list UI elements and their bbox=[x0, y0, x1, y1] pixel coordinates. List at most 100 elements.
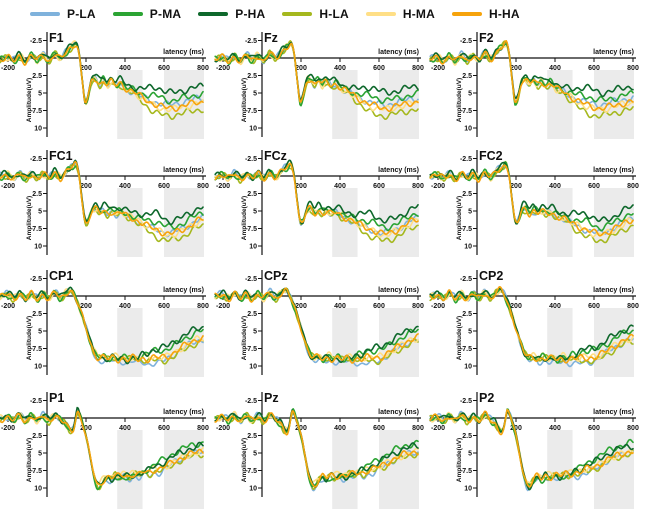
x-tick-label: 200 bbox=[80, 183, 92, 190]
legend-line-swatch bbox=[112, 12, 143, 16]
y-tick-label: 10 bbox=[249, 126, 257, 133]
y-tick-label: 5 bbox=[38, 451, 42, 458]
y-tick-label: 7.5 bbox=[32, 226, 42, 233]
x-tick-label: 800 bbox=[197, 65, 209, 72]
x-axis-label: latency (ms) bbox=[593, 287, 634, 294]
x-tick-label: 800 bbox=[197, 303, 209, 310]
x-tick-label: -200 bbox=[431, 183, 445, 190]
y-tick-label: 7.5 bbox=[32, 108, 42, 115]
x-tick-label: -200 bbox=[216, 183, 230, 190]
x-tick-label: 600 bbox=[158, 65, 170, 72]
significance-window bbox=[117, 70, 143, 139]
legend-label: P-HA bbox=[235, 7, 266, 21]
x-tick-label: 400 bbox=[549, 303, 561, 310]
x-tick-label: 200 bbox=[510, 425, 522, 432]
panel-title: Fz bbox=[264, 31, 278, 45]
y-tick-label: 5 bbox=[38, 209, 42, 216]
y-tick-label: 2.5 bbox=[247, 191, 257, 198]
y-tick-label: 7.5 bbox=[462, 108, 472, 115]
x-tick-label: -200 bbox=[431, 65, 445, 72]
significance-window bbox=[332, 308, 358, 377]
waveform-h-ha bbox=[0, 289, 204, 364]
legend-item-p-ma: P-MA bbox=[112, 7, 182, 21]
legend-line-swatch bbox=[282, 12, 313, 16]
legend-label: H-LA bbox=[319, 7, 349, 21]
x-tick-label: 200 bbox=[295, 65, 307, 72]
x-axis-label: latency (ms) bbox=[163, 167, 204, 174]
x-axis-label: latency (ms) bbox=[163, 287, 204, 294]
y-tick-label: -2.5 bbox=[30, 398, 42, 405]
x-tick-label: 200 bbox=[80, 65, 92, 72]
legend-line-swatch bbox=[452, 12, 482, 16]
y-tick-label: 10 bbox=[464, 364, 472, 371]
y-tick-label: 2.5 bbox=[247, 433, 257, 440]
x-tick-label: -200 bbox=[431, 303, 445, 310]
y-tick-label: 2.5 bbox=[462, 191, 472, 198]
significance-window bbox=[594, 70, 634, 139]
x-axis-label: latency (ms) bbox=[378, 287, 419, 294]
erp-panel-fz: -200 200 400 600 800 -2.5 2.5 5 7.5 10 latency (ms… bbox=[214, 31, 424, 139]
x-axis-label: latency (ms) bbox=[378, 167, 419, 174]
panel-title: CP2 bbox=[479, 269, 503, 283]
x-tick-label: 200 bbox=[295, 183, 307, 190]
x-tick-label: 400 bbox=[334, 183, 346, 190]
y-tick-label: 10 bbox=[249, 486, 257, 493]
y-tick-label: 10 bbox=[464, 486, 472, 493]
x-axis-label: latency (ms) bbox=[378, 409, 419, 416]
x-axis-label: latency (ms) bbox=[593, 409, 634, 416]
x-tick-label: 800 bbox=[412, 303, 424, 310]
panel-title: FCz bbox=[264, 149, 287, 163]
panel-title: Pz bbox=[264, 391, 279, 405]
x-tick-label: 600 bbox=[373, 425, 385, 432]
y-tick-label: -2.5 bbox=[30, 156, 42, 163]
erp-panel-fc1: -200 200 400 600 800 -2.5 2.5 5 7.5 10 latency (ms… bbox=[0, 149, 209, 257]
legend-item-p-ha: P-HA bbox=[198, 7, 265, 21]
y-axis-label: Amplitude(uV) bbox=[26, 316, 33, 360]
panel-title: P2 bbox=[479, 391, 494, 405]
x-tick-label: 200 bbox=[295, 303, 307, 310]
x-tick-label: -200 bbox=[1, 65, 15, 72]
y-tick-label: 10 bbox=[249, 364, 257, 371]
x-tick-label: 200 bbox=[510, 183, 522, 190]
erp-panel-cp2: -200 200 400 600 800 -2.5 2.5 5 7.5 10 latency (ms… bbox=[429, 269, 639, 377]
x-tick-label: 600 bbox=[588, 65, 600, 72]
legend-label: P-MA bbox=[149, 7, 182, 21]
x-tick-label: -200 bbox=[1, 183, 15, 190]
y-tick-label: -2.5 bbox=[245, 398, 257, 405]
waveform-p-ha bbox=[214, 287, 419, 364]
waveform-p-ha bbox=[0, 159, 204, 226]
y-tick-label: -2.5 bbox=[30, 276, 42, 283]
waveform-p-ma bbox=[214, 42, 419, 107]
y-tick-label: 2.5 bbox=[32, 311, 42, 318]
x-tick-label: 400 bbox=[334, 425, 346, 432]
y-tick-label: 5 bbox=[468, 91, 472, 98]
legend-item-h-ha: H-HA bbox=[452, 7, 520, 21]
significance-window bbox=[547, 430, 573, 509]
y-axis-label: Amplitude(uV) bbox=[26, 78, 33, 122]
y-tick-label: -2.5 bbox=[245, 276, 257, 283]
y-tick-label: 5 bbox=[253, 451, 257, 458]
waveform-h-ma bbox=[214, 161, 419, 238]
waveform-h-ha bbox=[429, 40, 634, 112]
panel-title: CPz bbox=[264, 269, 288, 283]
x-tick-label: 600 bbox=[373, 65, 385, 72]
y-tick-label: 10 bbox=[34, 364, 42, 371]
significance-window bbox=[379, 308, 419, 377]
legend-label: H-MA bbox=[402, 7, 435, 21]
x-axis-label: latency (ms) bbox=[593, 167, 634, 174]
legend-item-h-la: H-LA bbox=[282, 7, 349, 21]
x-tick-label: 400 bbox=[334, 303, 346, 310]
erp-panel-p2: -200 200 400 600 800 -2.5 2.5 5 7.5 10 latency (ms… bbox=[429, 391, 639, 509]
y-tick-label: 7.5 bbox=[462, 468, 472, 475]
x-tick-label: 800 bbox=[412, 183, 424, 190]
y-tick-label: 5 bbox=[38, 91, 42, 98]
panel-title: F1 bbox=[49, 31, 64, 45]
waveform-p-ha bbox=[429, 161, 634, 225]
panel-title: FC1 bbox=[49, 149, 73, 163]
y-axis-label: Amplitude(uV) bbox=[456, 78, 463, 122]
y-tick-label: 10 bbox=[34, 486, 42, 493]
y-tick-label: -2.5 bbox=[460, 38, 472, 45]
y-tick-label: -2.5 bbox=[460, 276, 472, 283]
legend-item-h-ma: H-MA bbox=[365, 7, 435, 21]
